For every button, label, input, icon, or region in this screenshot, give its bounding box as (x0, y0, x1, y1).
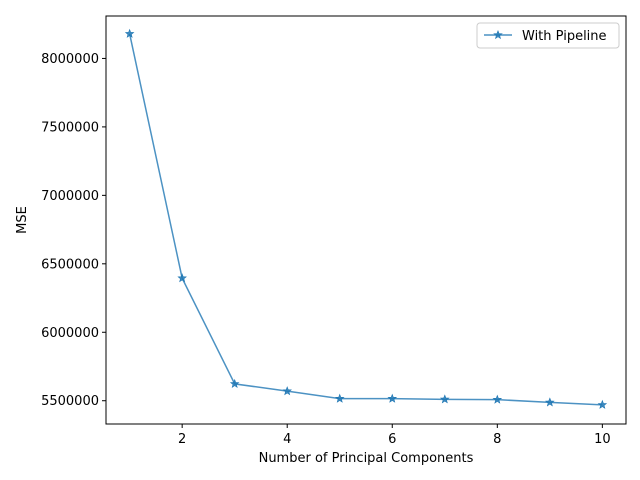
data-point-marker (124, 28, 135, 38)
data-point-marker (545, 397, 555, 407)
series-layer (124, 28, 608, 409)
x-axis-label: Number of Principal Components (259, 451, 474, 466)
legend: With Pipeline (476, 22, 620, 49)
series-line (128, 33, 603, 406)
y-tick-label: 6000000 (41, 326, 99, 341)
y-tick-label: 7000000 (41, 189, 99, 204)
data-point-marker (334, 393, 345, 403)
data-point-marker (597, 399, 608, 409)
y-tick-label: 5500000 (41, 394, 99, 409)
x-tick-label: 8 (493, 432, 501, 447)
legend-star-marker (493, 29, 503, 40)
legend-label: With Pipeline (522, 29, 607, 44)
legend-box (476, 22, 620, 49)
y-axis-label: MSE (15, 206, 30, 234)
data-point-marker (439, 394, 450, 404)
y-tick-label: 8000000 (41, 52, 99, 67)
x-tick-label: 2 (178, 432, 186, 447)
data-point-marker (282, 386, 293, 396)
data-point-marker (177, 273, 187, 283)
x-tick-label: 10 (594, 432, 611, 447)
x-tick-label: 4 (283, 432, 291, 447)
y-tick-label: 6500000 (41, 257, 99, 272)
x-tick-label: 6 (388, 432, 396, 447)
ticks-layer: 2 4 6 8 10 5500000 6000000 6500000 7000000 750000… (41, 52, 611, 447)
y-tick-label: 7500000 (41, 120, 99, 135)
data-point-marker (492, 394, 503, 404)
data-point-marker (387, 393, 398, 403)
plot-area-frame (105, 15, 627, 425)
data-point-marker (229, 378, 240, 388)
